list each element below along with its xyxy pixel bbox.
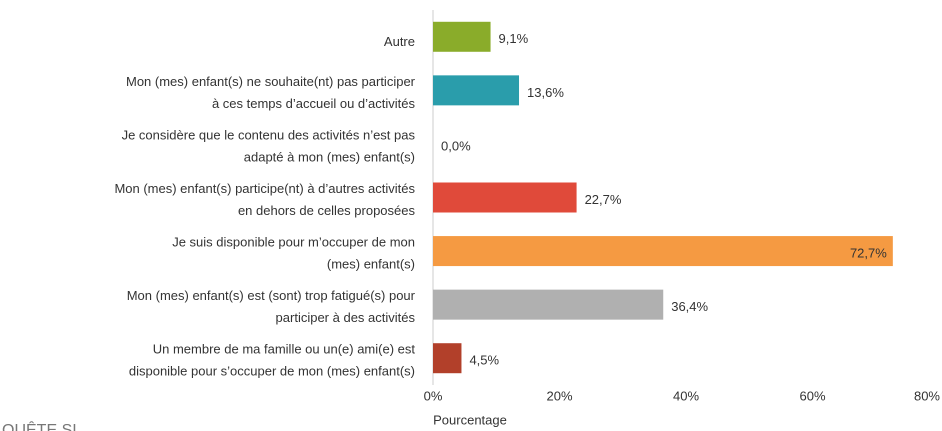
category-label: participer à des activités bbox=[276, 310, 416, 325]
bar bbox=[433, 343, 462, 374]
bar bbox=[433, 75, 520, 106]
category-label: adapté à mon (mes) enfant(s) bbox=[244, 149, 415, 164]
x-tick-label: 80% bbox=[914, 388, 940, 403]
value-label: 22,7% bbox=[585, 192, 622, 207]
x-tick-label: 0% bbox=[424, 388, 443, 403]
category-label: disponible pour s’occuper de mon (mes) e… bbox=[129, 364, 415, 379]
value-label: 36,4% bbox=[671, 299, 708, 314]
category-label: à ces temps d’accueil ou d’activités bbox=[212, 96, 416, 111]
value-label: 0,0% bbox=[441, 138, 471, 153]
x-tick-label: 40% bbox=[673, 388, 699, 403]
bar bbox=[433, 236, 893, 267]
value-label: 72,7% bbox=[850, 246, 887, 261]
category-label: Je considère que le contenu des activité… bbox=[122, 127, 416, 142]
category-label: (mes) enfant(s) bbox=[327, 257, 415, 272]
category-label: Mon (mes) enfant(s) ne souhaite(nt) pas … bbox=[126, 74, 416, 89]
x-axis-label: Pourcentage bbox=[433, 412, 507, 427]
category-label: en dehors de celles proposées bbox=[238, 203, 416, 218]
bar bbox=[433, 289, 664, 320]
bar bbox=[433, 21, 491, 52]
value-label: 13,6% bbox=[527, 85, 564, 100]
text-fragment: QUÊTE SI bbox=[2, 420, 77, 431]
category-label: Mon (mes) enfant(s) est (sont) trop fati… bbox=[127, 288, 416, 303]
category-label: Autre bbox=[384, 34, 415, 49]
category-label: Un membre de ma famille ou un(e) ami(e) … bbox=[153, 342, 416, 357]
value-label: 9,1% bbox=[499, 31, 529, 46]
x-tick-label: 20% bbox=[546, 388, 572, 403]
x-tick-label: 60% bbox=[799, 388, 825, 403]
category-label: Mon (mes) enfant(s) participe(nt) à d’au… bbox=[114, 181, 415, 196]
value-label: 4,5% bbox=[469, 353, 499, 368]
category-label: Je suis disponible pour m’occuper de mon bbox=[172, 235, 415, 250]
bar bbox=[433, 182, 577, 213]
